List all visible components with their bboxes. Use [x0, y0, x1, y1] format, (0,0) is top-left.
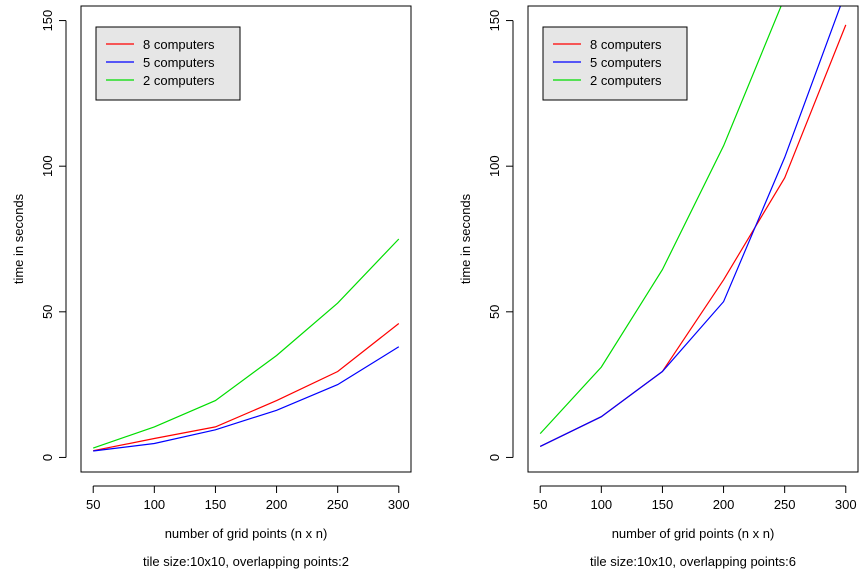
chart-subtitle: tile size:10x10, overlapping points:2	[143, 554, 349, 569]
series-line-5-computers	[539, 6, 842, 447]
series-line-8-computers	[93, 323, 400, 452]
plot-frame	[80, 5, 412, 473]
chart-panel-2: 50 100 150 200 250 300 0 50 100 150 number of grid…	[458, 5, 859, 569]
y-tick-label: 100	[487, 155, 502, 177]
x-tick-label: 50	[533, 497, 547, 512]
x-tick-label: 250	[327, 497, 349, 512]
legend-box	[95, 26, 241, 101]
legend-label: 2 computers	[590, 73, 662, 88]
y-tick-label: 0	[487, 454, 502, 461]
chart-subtitle: tile size:10x10, overlapping points:6	[590, 554, 796, 569]
y-tick-label: 150	[487, 10, 502, 32]
legend-label: 2 computers	[143, 73, 215, 88]
x-tick-label: 100	[590, 497, 612, 512]
x-tick-label: 250	[774, 497, 796, 512]
x-tick-label: 150	[205, 497, 227, 512]
y-tick-label: 50	[40, 305, 55, 319]
x-tick-label: 200	[713, 497, 735, 512]
y-tick-label: 0	[40, 454, 55, 461]
y-axis-title: time in seconds	[458, 193, 473, 284]
plot-frame	[527, 5, 859, 473]
y-tick-label: 150	[40, 10, 55, 32]
x-axis-title: number of grid points (n x n)	[165, 526, 328, 541]
x-tick-label: 300	[388, 497, 410, 512]
x-tick-label: 50	[86, 497, 100, 512]
legend-label: 5 computers	[590, 55, 662, 70]
series-line-5-computers	[93, 346, 400, 452]
legend-label: 8 computers	[143, 37, 215, 52]
series-line-2-computers	[93, 238, 400, 449]
y-axis-title: time in seconds	[11, 193, 26, 284]
y-tick-label: 50	[487, 305, 502, 319]
legend-label: 8 computers	[590, 37, 662, 52]
x-tick-label: 150	[652, 497, 674, 512]
x-axis-title: number of grid points (n x n)	[612, 526, 775, 541]
series-line-2-computers	[539, 6, 782, 435]
y-tick-label: 100	[40, 155, 55, 177]
legend-box	[542, 26, 688, 101]
legend-label: 5 computers	[143, 55, 215, 70]
x-tick-label: 300	[835, 497, 857, 512]
x-tick-label: 100	[143, 497, 165, 512]
x-tick-label: 200	[266, 497, 288, 512]
chart-panel-1: 50 100 150 200 250 300 0 50 100 150 number of grid…	[11, 5, 412, 569]
